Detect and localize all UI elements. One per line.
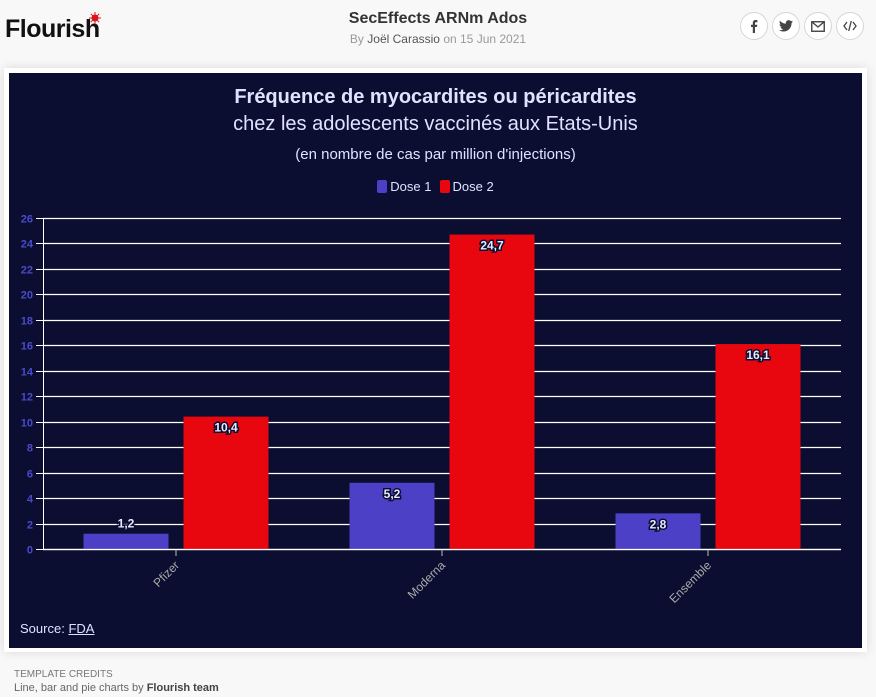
bar-dose-1 [615,513,701,549]
data-label-dose-2: 16,1 [746,348,770,362]
legend-swatch-dose-1 [377,180,388,193]
template-credits-heading: TEMPLATE CREDITS [14,669,113,680]
data-label-dose-2: 24,7 [480,239,504,253]
y-tick-label: 20 [21,290,33,302]
byline: By Joël Carassio on 15 Jun 2021 [0,32,876,46]
y-tick-label: 14 [21,367,34,379]
y-tick-label: 10 [21,418,33,430]
y-tick-label: 16 [21,341,33,353]
template-credits: Line, bar and pie charts by Flourish tea… [14,682,219,694]
bar-dose-2 [449,234,535,550]
y-tick-label: 0 [27,545,33,557]
y-tick-label: 12 [21,392,33,404]
embed-code-icon [843,20,857,32]
chart-title-line2: chez les adolescents vaccinés aux Etats-… [233,113,638,135]
embed-button[interactable] [836,12,864,40]
y-tick-label: 26 [21,214,33,226]
y-tick-label: 6 [27,469,33,481]
y-tick-label: 22 [21,265,33,277]
y-tick-label: 8 [27,443,33,455]
x-tick-label: Ensemble [666,558,714,606]
data-label-dose-1: 5,2 [384,487,401,501]
share-twitter-button[interactable] [772,12,800,40]
y-tick-label: 2 [27,520,33,532]
y-tick-label: 18 [21,316,33,328]
byline-prefix: By [349,32,364,46]
legend-item-dose-1[interactable]: Dose 1 [377,179,432,194]
flourish-logo[interactable]: Flourish [5,15,100,43]
twitter-icon [779,20,793,32]
legend-label-dose-1: Dose 1 [390,179,432,194]
bar-dose-1 [83,533,169,549]
facebook-icon [751,20,758,33]
legend-label-dose-2: Dose 2 [452,179,494,194]
bar-dose-2 [183,416,269,549]
source-link[interactable]: FDA [68,621,95,636]
byline-date: on 15 Jun 2021 [443,32,527,46]
visualisation-title: SecEffects ARNm Ados [348,10,528,27]
x-tick-label: Moderna [405,558,449,602]
chart-legend: Dose 1 Dose 2 [9,179,862,194]
y-tick-label: 4 [27,494,34,506]
chart-title: Fréquence de myocardites ou péricardites [234,86,637,108]
credits-author[interactable]: Flourish team [146,682,219,694]
share-email-button[interactable] [804,12,832,40]
email-icon [811,20,825,32]
legend-item-dose-2[interactable]: Dose 2 [439,179,494,194]
y-tick-label: 24 [21,239,34,251]
bar-dose-2 [715,344,801,549]
x-tick-label: Pfizer [151,558,183,590]
source-label: Source: [20,621,65,636]
data-label-dose-1: 1,2 [118,517,135,531]
bar-dose-1 [349,482,435,549]
legend-swatch-dose-2 [439,180,450,193]
logo-burst-icon [89,12,101,24]
chart-subtitle: (en nombre de cas par million d'injectio… [295,146,576,163]
data-label-dose-1: 2,8 [650,517,667,531]
data-label-dose-2: 10,4 [214,421,238,435]
credits-text: Line, bar and pie charts by [14,682,144,694]
author-name[interactable]: Joël Carassio [367,32,440,46]
source-note: Source: FDA [20,621,94,636]
share-facebook-button[interactable] [740,12,768,40]
